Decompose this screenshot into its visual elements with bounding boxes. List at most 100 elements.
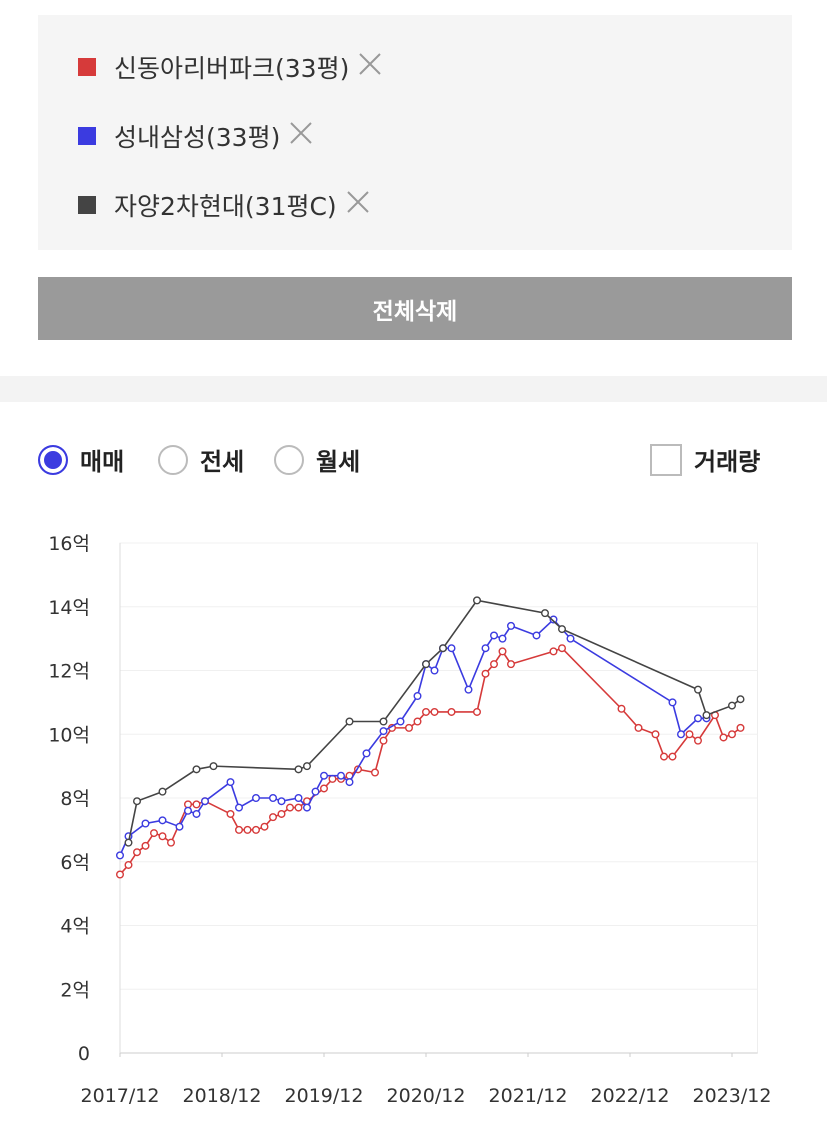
data-point: [124, 838, 133, 847]
data-point: [668, 698, 677, 707]
series-line: [127, 599, 741, 843]
data-point: [464, 685, 473, 694]
data-point: [532, 631, 541, 640]
radio-option[interactable]: 월세: [274, 442, 360, 477]
data-point: [558, 625, 567, 634]
legend-label: 신동아리버파크(33평): [114, 54, 350, 83]
data-point: [294, 794, 303, 803]
volume-checkbox[interactable]: 거래량: [650, 442, 760, 477]
delete-all-button[interactable]: 전체삭제: [38, 277, 792, 340]
close-icon: [359, 53, 382, 75]
data-point: [634, 723, 643, 732]
x-tick-label: 2018/12: [183, 1085, 262, 1107]
data-point: [413, 717, 422, 726]
data-point: [166, 838, 175, 847]
series-line: [119, 647, 741, 876]
data-point: [558, 644, 567, 653]
data-point: [328, 774, 337, 783]
data-point: [422, 707, 431, 716]
data-point: [260, 822, 269, 831]
legend-label: 성내삼성(33평): [114, 123, 281, 152]
data-point: [473, 707, 482, 716]
data-point: [481, 644, 490, 653]
legend-swatch: [78, 127, 96, 145]
remove-icon[interactable]: [357, 51, 383, 83]
data-point: [413, 691, 422, 700]
data-point: [719, 733, 728, 742]
legend-swatch: [78, 196, 96, 214]
data-point: [430, 707, 439, 716]
data-point: [286, 803, 295, 812]
data-point: [209, 762, 218, 771]
divider: [0, 376, 827, 402]
data-point: [439, 644, 448, 653]
data-point: [115, 870, 124, 879]
remove-icon[interactable]: [288, 120, 314, 152]
x-tick-label: 2021/12: [489, 1085, 568, 1107]
data-point: [549, 615, 558, 624]
data-point: [728, 730, 737, 739]
radio-option[interactable]: 전세: [158, 442, 244, 477]
data-point: [490, 660, 499, 669]
y-tick-label: 14억: [48, 597, 90, 619]
data-point: [694, 736, 703, 745]
radio-label: 매매: [80, 448, 125, 476]
data-point: [345, 778, 354, 787]
data-point: [115, 851, 124, 860]
data-point: [617, 704, 626, 713]
x-tick-label: 2019/12: [285, 1085, 364, 1107]
data-point: [149, 829, 158, 838]
data-point: [549, 647, 558, 656]
data-point: [158, 787, 167, 796]
data-point: [337, 771, 346, 780]
data-point: [269, 794, 278, 803]
data-point: [694, 685, 703, 694]
data-point: [251, 794, 260, 803]
data-point: [481, 669, 490, 678]
data-point: [677, 730, 686, 739]
data-point: [200, 797, 209, 806]
data-point: [371, 768, 380, 777]
data-point: [490, 631, 499, 640]
data-point: [541, 609, 550, 618]
data-point: [379, 717, 388, 726]
data-point: [269, 813, 278, 822]
data-point: [192, 809, 201, 818]
data-point: [320, 784, 329, 793]
data-point: [226, 809, 235, 818]
legend-item: 성내삼성(33평): [78, 118, 314, 154]
data-point: [728, 701, 737, 710]
y-tick-label: 2억: [60, 979, 90, 1001]
data-point: [158, 816, 167, 825]
selected-list: 신동아리버파크(33평) 성내삼성(33평) 자양2차현대(31평C): [38, 15, 792, 250]
data-point: [226, 778, 235, 787]
data-point: [430, 666, 439, 675]
data-point: [507, 621, 516, 630]
y-tick-label: 12억: [48, 661, 90, 683]
checkbox-label: 거래량: [694, 448, 761, 476]
data-point: [243, 825, 252, 834]
data-point: [277, 809, 286, 818]
remove-icon[interactable]: [345, 189, 371, 221]
data-point: [294, 803, 303, 812]
radio-label: 월세: [316, 448, 361, 476]
data-point: [124, 860, 133, 869]
y-tick-label: 16억: [48, 533, 90, 555]
data-point: [660, 752, 669, 761]
data-point: [447, 707, 456, 716]
data-point: [175, 822, 184, 831]
x-tick-label: 2017/12: [81, 1085, 160, 1107]
data-point: [694, 714, 703, 723]
data-point: [685, 730, 694, 739]
data-point: [473, 596, 482, 605]
legend-item: 신동아리버파크(33평): [78, 49, 383, 85]
x-tick-label: 2022/12: [591, 1085, 670, 1107]
chart: 0 2억 4억 6억 8억 10억 12억 14억 16억 2017/12 2018/12 2019/…: [48, 533, 771, 1107]
data-point: [736, 695, 745, 704]
data-point: [183, 800, 192, 809]
data-point: [447, 644, 456, 653]
radio-option[interactable]: 매매: [38, 442, 124, 477]
checkbox: [650, 443, 682, 476]
data-point: [362, 749, 371, 758]
y-tick-label: 10억: [48, 724, 90, 746]
